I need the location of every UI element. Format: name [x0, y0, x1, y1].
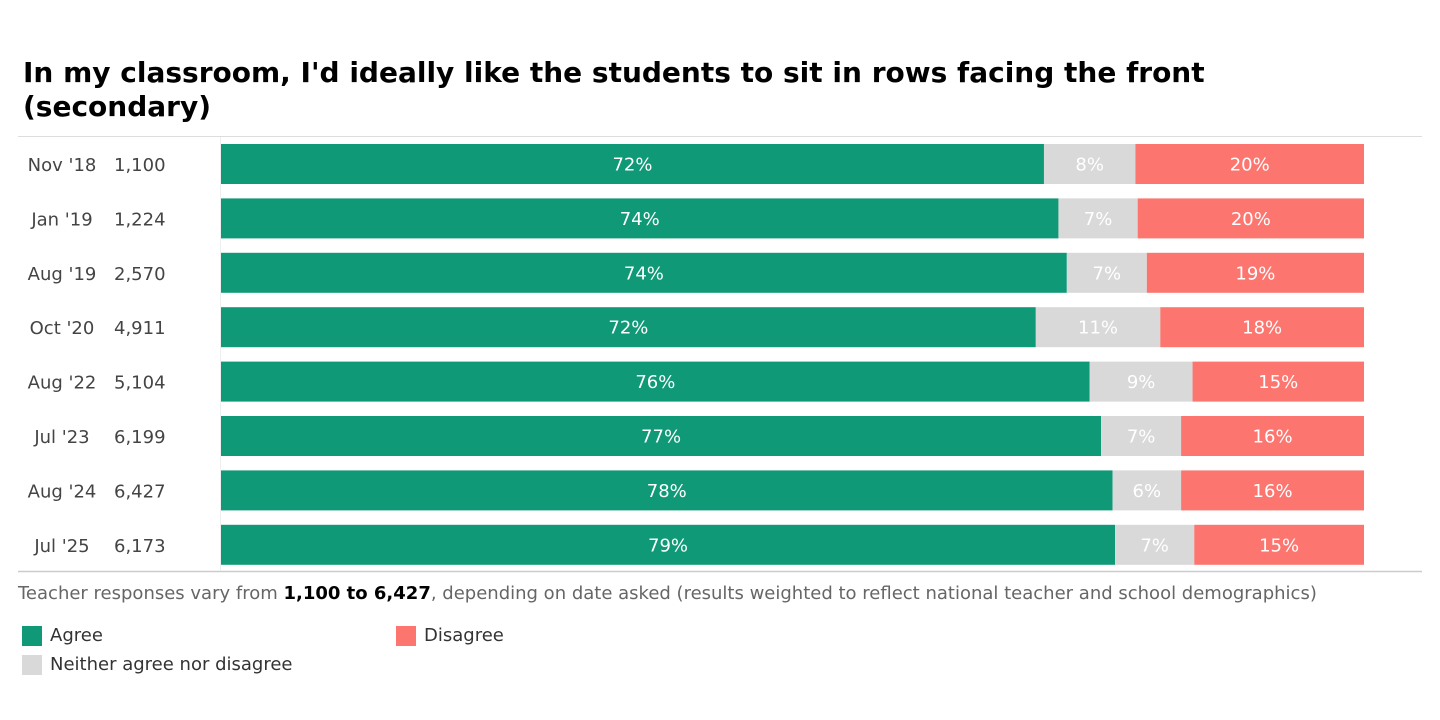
data-label-disagree-aug-22: 15%	[1258, 372, 1298, 393]
data-label-agree-aug-24: 78%	[647, 481, 687, 502]
data-label-neither-agree-nor-disagree-aug-19: 7%	[1093, 263, 1122, 284]
data-label-disagree-nov-18: 20%	[1230, 155, 1270, 176]
category-label-aug-24: Aug '24	[28, 481, 97, 502]
data-label-disagree-jul-23: 16%	[1253, 427, 1293, 448]
data-label-agree-jul-25: 79%	[648, 535, 688, 556]
bar-neither-agree-nor-disagree-aug-24	[1112, 470, 1182, 511]
bar-disagree-jan-19	[1137, 198, 1364, 239]
respondent-count-oct-20: 4,911	[114, 318, 166, 339]
data-label-agree-nov-18: 72%	[612, 155, 652, 176]
legend-label-agree: Agree	[50, 625, 103, 646]
legend-swatch-disagree	[396, 625, 416, 646]
data-label-neither-agree-nor-disagree-oct-20: 11%	[1078, 318, 1118, 339]
data-label-neither-agree-nor-disagree-aug-24: 6%	[1133, 481, 1162, 502]
data-label-agree-jan-19: 74%	[620, 209, 660, 230]
respondent-count-aug-22: 5,104	[114, 373, 166, 394]
bar-disagree-aug-24	[1181, 470, 1364, 511]
data-label-disagree-oct-20: 18%	[1242, 318, 1282, 339]
bar-agree-oct-20	[221, 307, 1036, 348]
chart-title: In my classroom, I'd ideally like the st…	[23, 56, 1205, 123]
legend-swatch-agree	[22, 625, 42, 646]
respondent-count-jul-25: 6,173	[114, 536, 166, 557]
data-label-disagree-aug-19: 19%	[1235, 263, 1275, 284]
legend-label-disagree: Disagree	[424, 625, 504, 646]
data-label-neither-agree-nor-disagree-jul-25: 7%	[1140, 535, 1169, 556]
bar-disagree-aug-19	[1146, 252, 1364, 293]
bar-agree-aug-24	[221, 470, 1113, 511]
data-label-neither-agree-nor-disagree-jul-23: 7%	[1127, 427, 1156, 448]
footnote-suffix: , depending on date asked (results weigh…	[430, 583, 1317, 604]
category-label-oct-20: Oct '20	[30, 318, 95, 339]
data-label-neither-agree-nor-disagree-aug-22: 9%	[1127, 372, 1156, 393]
bar-neither-agree-nor-disagree-jan-19	[1058, 198, 1138, 239]
bar-agree-jan-19	[221, 198, 1059, 239]
bar-disagree-aug-22	[1192, 361, 1364, 402]
footnote-range: 1,100 to 6,427	[283, 583, 431, 604]
data-label-disagree-jan-19: 20%	[1231, 209, 1271, 230]
category-label-nov-18: Nov '18	[28, 155, 97, 176]
bar-disagree-jul-23	[1181, 416, 1364, 456]
data-label-agree-aug-22: 76%	[635, 372, 675, 393]
data-label-disagree-aug-24: 16%	[1253, 481, 1293, 502]
bar-neither-agree-nor-disagree-oct-20	[1035, 307, 1161, 348]
bar-neither-agree-nor-disagree-jul-23	[1101, 416, 1182, 456]
bar-agree-jul-25	[221, 524, 1116, 565]
bar-neither-agree-nor-disagree-jul-25	[1115, 524, 1195, 565]
bar-disagree-nov-18	[1135, 144, 1364, 184]
bar-neither-agree-nor-disagree-nov-18	[1043, 144, 1136, 184]
respondent-count-aug-19: 2,570	[114, 264, 166, 285]
respondent-count-aug-24: 6,427	[114, 481, 166, 502]
data-label-neither-agree-nor-disagree-nov-18: 8%	[1075, 155, 1104, 176]
category-label-jan-19: Jan '19	[30, 209, 92, 230]
respondent-count-jul-23: 6,199	[114, 427, 166, 448]
bar-agree-aug-19	[221, 252, 1067, 293]
category-label-aug-22: Aug '22	[28, 373, 97, 394]
bar-agree-aug-22	[221, 361, 1090, 402]
footnote-prefix: Teacher responses vary from	[18, 583, 284, 604]
bar-disagree-jul-25	[1194, 524, 1364, 565]
respondent-count-nov-18: 1,100	[114, 155, 166, 176]
legend-swatch-neither	[22, 654, 42, 675]
data-label-neither-agree-nor-disagree-jan-19: 7%	[1084, 209, 1113, 230]
category-label-jul-25: Jul '25	[33, 536, 89, 557]
bar-agree-nov-18	[221, 144, 1044, 184]
footnote: Teacher responses vary from 1,100 to 6,4…	[18, 583, 1317, 604]
respondent-count-jan-19: 1,224	[114, 209, 166, 230]
bar-agree-jul-23	[221, 416, 1102, 456]
data-label-agree-aug-19: 74%	[624, 263, 664, 284]
bar-neither-agree-nor-disagree-aug-22	[1089, 361, 1193, 402]
legend-item-neither: Neither agree nor disagree	[22, 654, 293, 675]
data-label-disagree-jul-25: 15%	[1259, 535, 1299, 556]
bar-disagree-oct-20	[1160, 307, 1364, 348]
legend-label-neither: Neither agree nor disagree	[50, 654, 293, 675]
category-label-jul-23: Jul '23	[33, 427, 89, 448]
data-label-agree-oct-20: 72%	[608, 318, 648, 339]
legend-item-agree: Agree	[22, 625, 103, 646]
data-label-agree-jul-23: 77%	[641, 427, 681, 448]
legend-item-disagree: Disagree	[396, 625, 504, 646]
bar-neither-agree-nor-disagree-aug-19	[1066, 252, 1147, 293]
category-label-aug-19: Aug '19	[28, 264, 97, 285]
